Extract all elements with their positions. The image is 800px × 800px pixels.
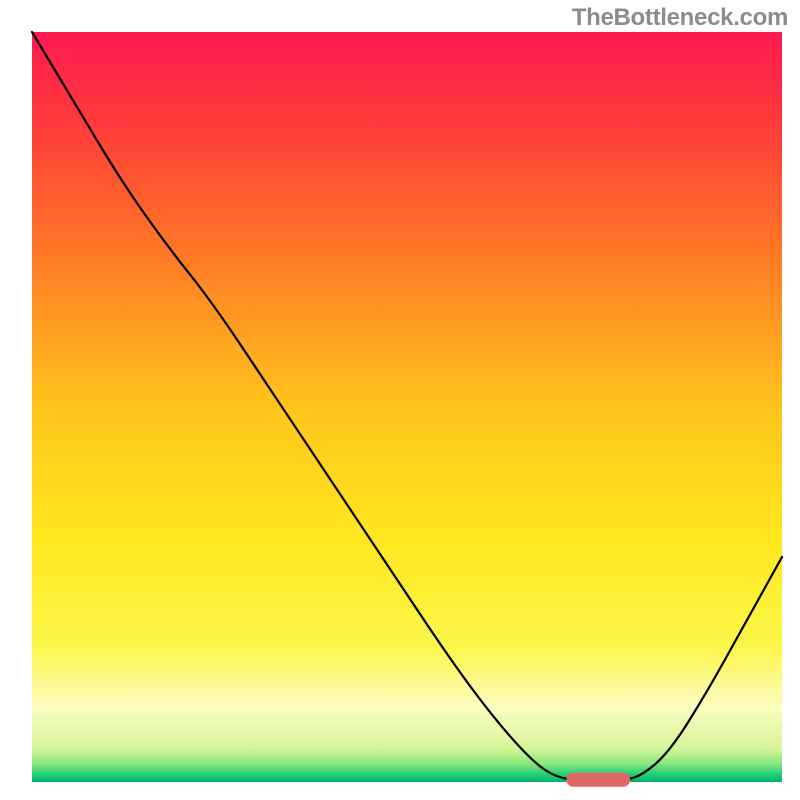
bottleneck-chart [0,0,800,800]
optimal-range-marker [566,773,630,787]
watermark-label: TheBottleneck.com [572,4,788,32]
chart-background [32,32,782,782]
